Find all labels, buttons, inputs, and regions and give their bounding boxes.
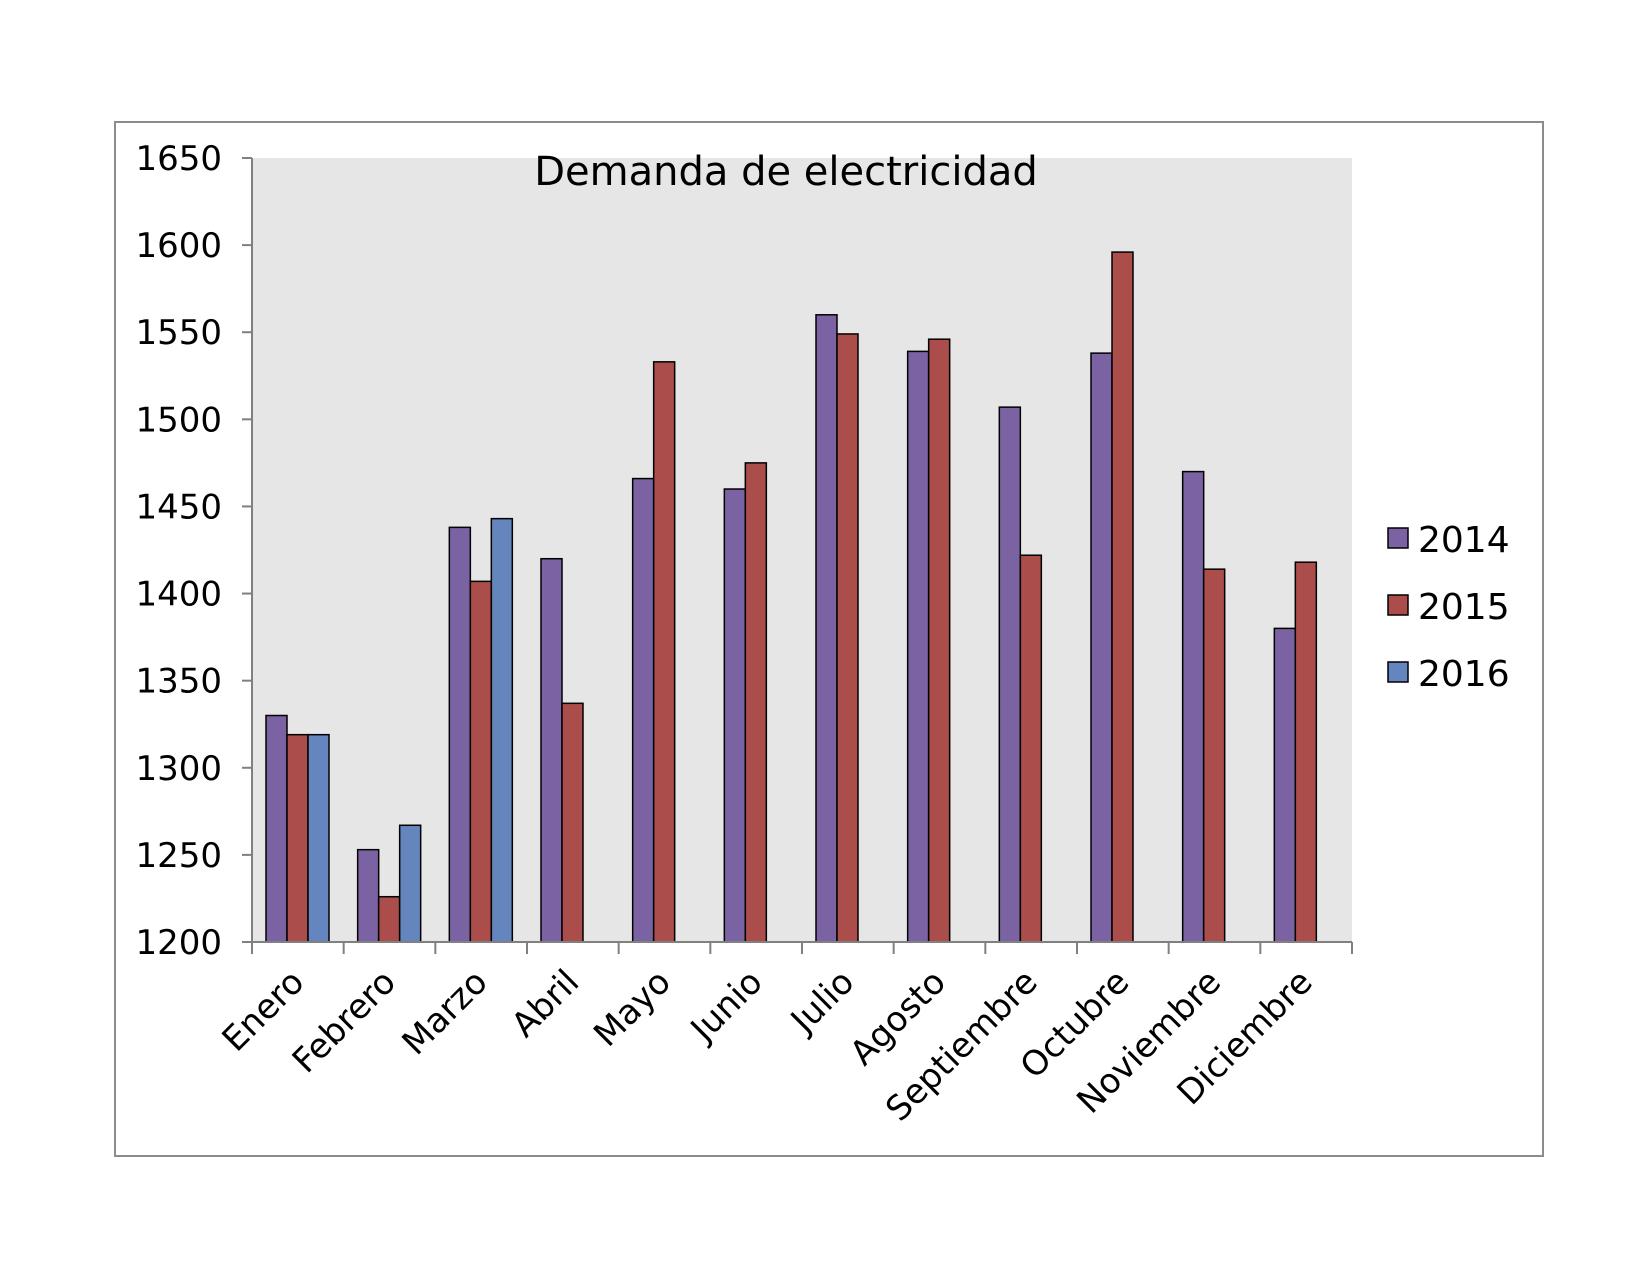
bar-2016-marzo <box>490 517 514 943</box>
y-tick-label-1200: 1200 <box>135 923 222 963</box>
x-tick-label-marzo: Marzo <box>395 962 496 1063</box>
bar-2014-diciembre <box>1273 627 1297 943</box>
legend-label-2015: 2015 <box>1418 587 1510 628</box>
chart-frame: Demanda de electricidad 1200 1250 1300 1350… <box>114 121 1544 1157</box>
bar-chart: Demanda de electricidad 1200 1250 1300 1350… <box>135 139 1510 1129</box>
bar-2015-marzo <box>469 580 493 943</box>
bar-2014-abril <box>540 557 563 943</box>
bar-2014-marzo <box>448 526 472 943</box>
x-tick-label-febrero: Febrero <box>285 962 404 1081</box>
y-tick-label-1350: 1350 <box>135 662 222 702</box>
bar-2015-octubre <box>1111 251 1134 943</box>
bars-group <box>265 251 1318 943</box>
legend: 2014 2015 2016 <box>1387 520 1510 695</box>
legend-label-2014: 2014 <box>1418 520 1510 561</box>
x-tick-label-junio: Junio <box>682 962 771 1051</box>
y-tick-label-1500: 1500 <box>135 400 222 440</box>
bar-2015-julio <box>836 333 859 943</box>
y-tick-label-1400: 1400 <box>135 575 222 615</box>
bar-2016-febrero <box>398 824 422 943</box>
bar-2014-mayo <box>631 477 655 943</box>
bar-2014-enero <box>265 714 288 943</box>
bar-2014-agosto <box>906 350 930 943</box>
legend-swatch-2014 <box>1387 527 1409 549</box>
bar-2014-noviembre <box>1181 470 1205 943</box>
bar-2014-febrero <box>356 848 380 943</box>
x-tick-label-abril: Abril <box>504 962 587 1045</box>
bar-2015-agosto <box>927 338 951 943</box>
bar-2015-septiembre <box>1019 554 1043 943</box>
bar-2014-octubre <box>1090 352 1113 943</box>
x-tick-label-mayo: Mayo <box>586 962 679 1055</box>
y-tick-label-1300: 1300 <box>135 749 222 789</box>
bar-2014-septiembre <box>998 406 1022 943</box>
y-tick-label-1550: 1550 <box>135 313 222 353</box>
legend-label-2016: 2016 <box>1418 654 1510 695</box>
y-tick-label-1450: 1450 <box>135 487 222 527</box>
bar-2015-abril <box>561 702 584 943</box>
legend-swatch-2016 <box>1387 661 1409 683</box>
bar-2015-enero <box>286 733 309 943</box>
bar-2015-diciembre <box>1294 561 1318 943</box>
x-tick-label-julio: Julio <box>782 962 862 1042</box>
bar-2015-noviembre <box>1202 568 1226 943</box>
y-tick-label-1650: 1650 <box>135 139 222 179</box>
chart-title: Demanda de electricidad <box>534 149 1038 195</box>
bar-2015-mayo <box>652 361 676 943</box>
plot-area <box>252 158 1352 942</box>
bar-2016-enero <box>307 733 330 943</box>
bar-2014-junio <box>723 488 747 943</box>
bar-2015-febrero <box>377 895 401 943</box>
y-tick-label-1250: 1250 <box>135 836 222 876</box>
y-tick-label-1600: 1600 <box>135 226 222 266</box>
legend-swatch-2015 <box>1387 594 1409 616</box>
bar-2014-julio <box>815 314 838 943</box>
bar-2015-junio <box>744 462 768 943</box>
